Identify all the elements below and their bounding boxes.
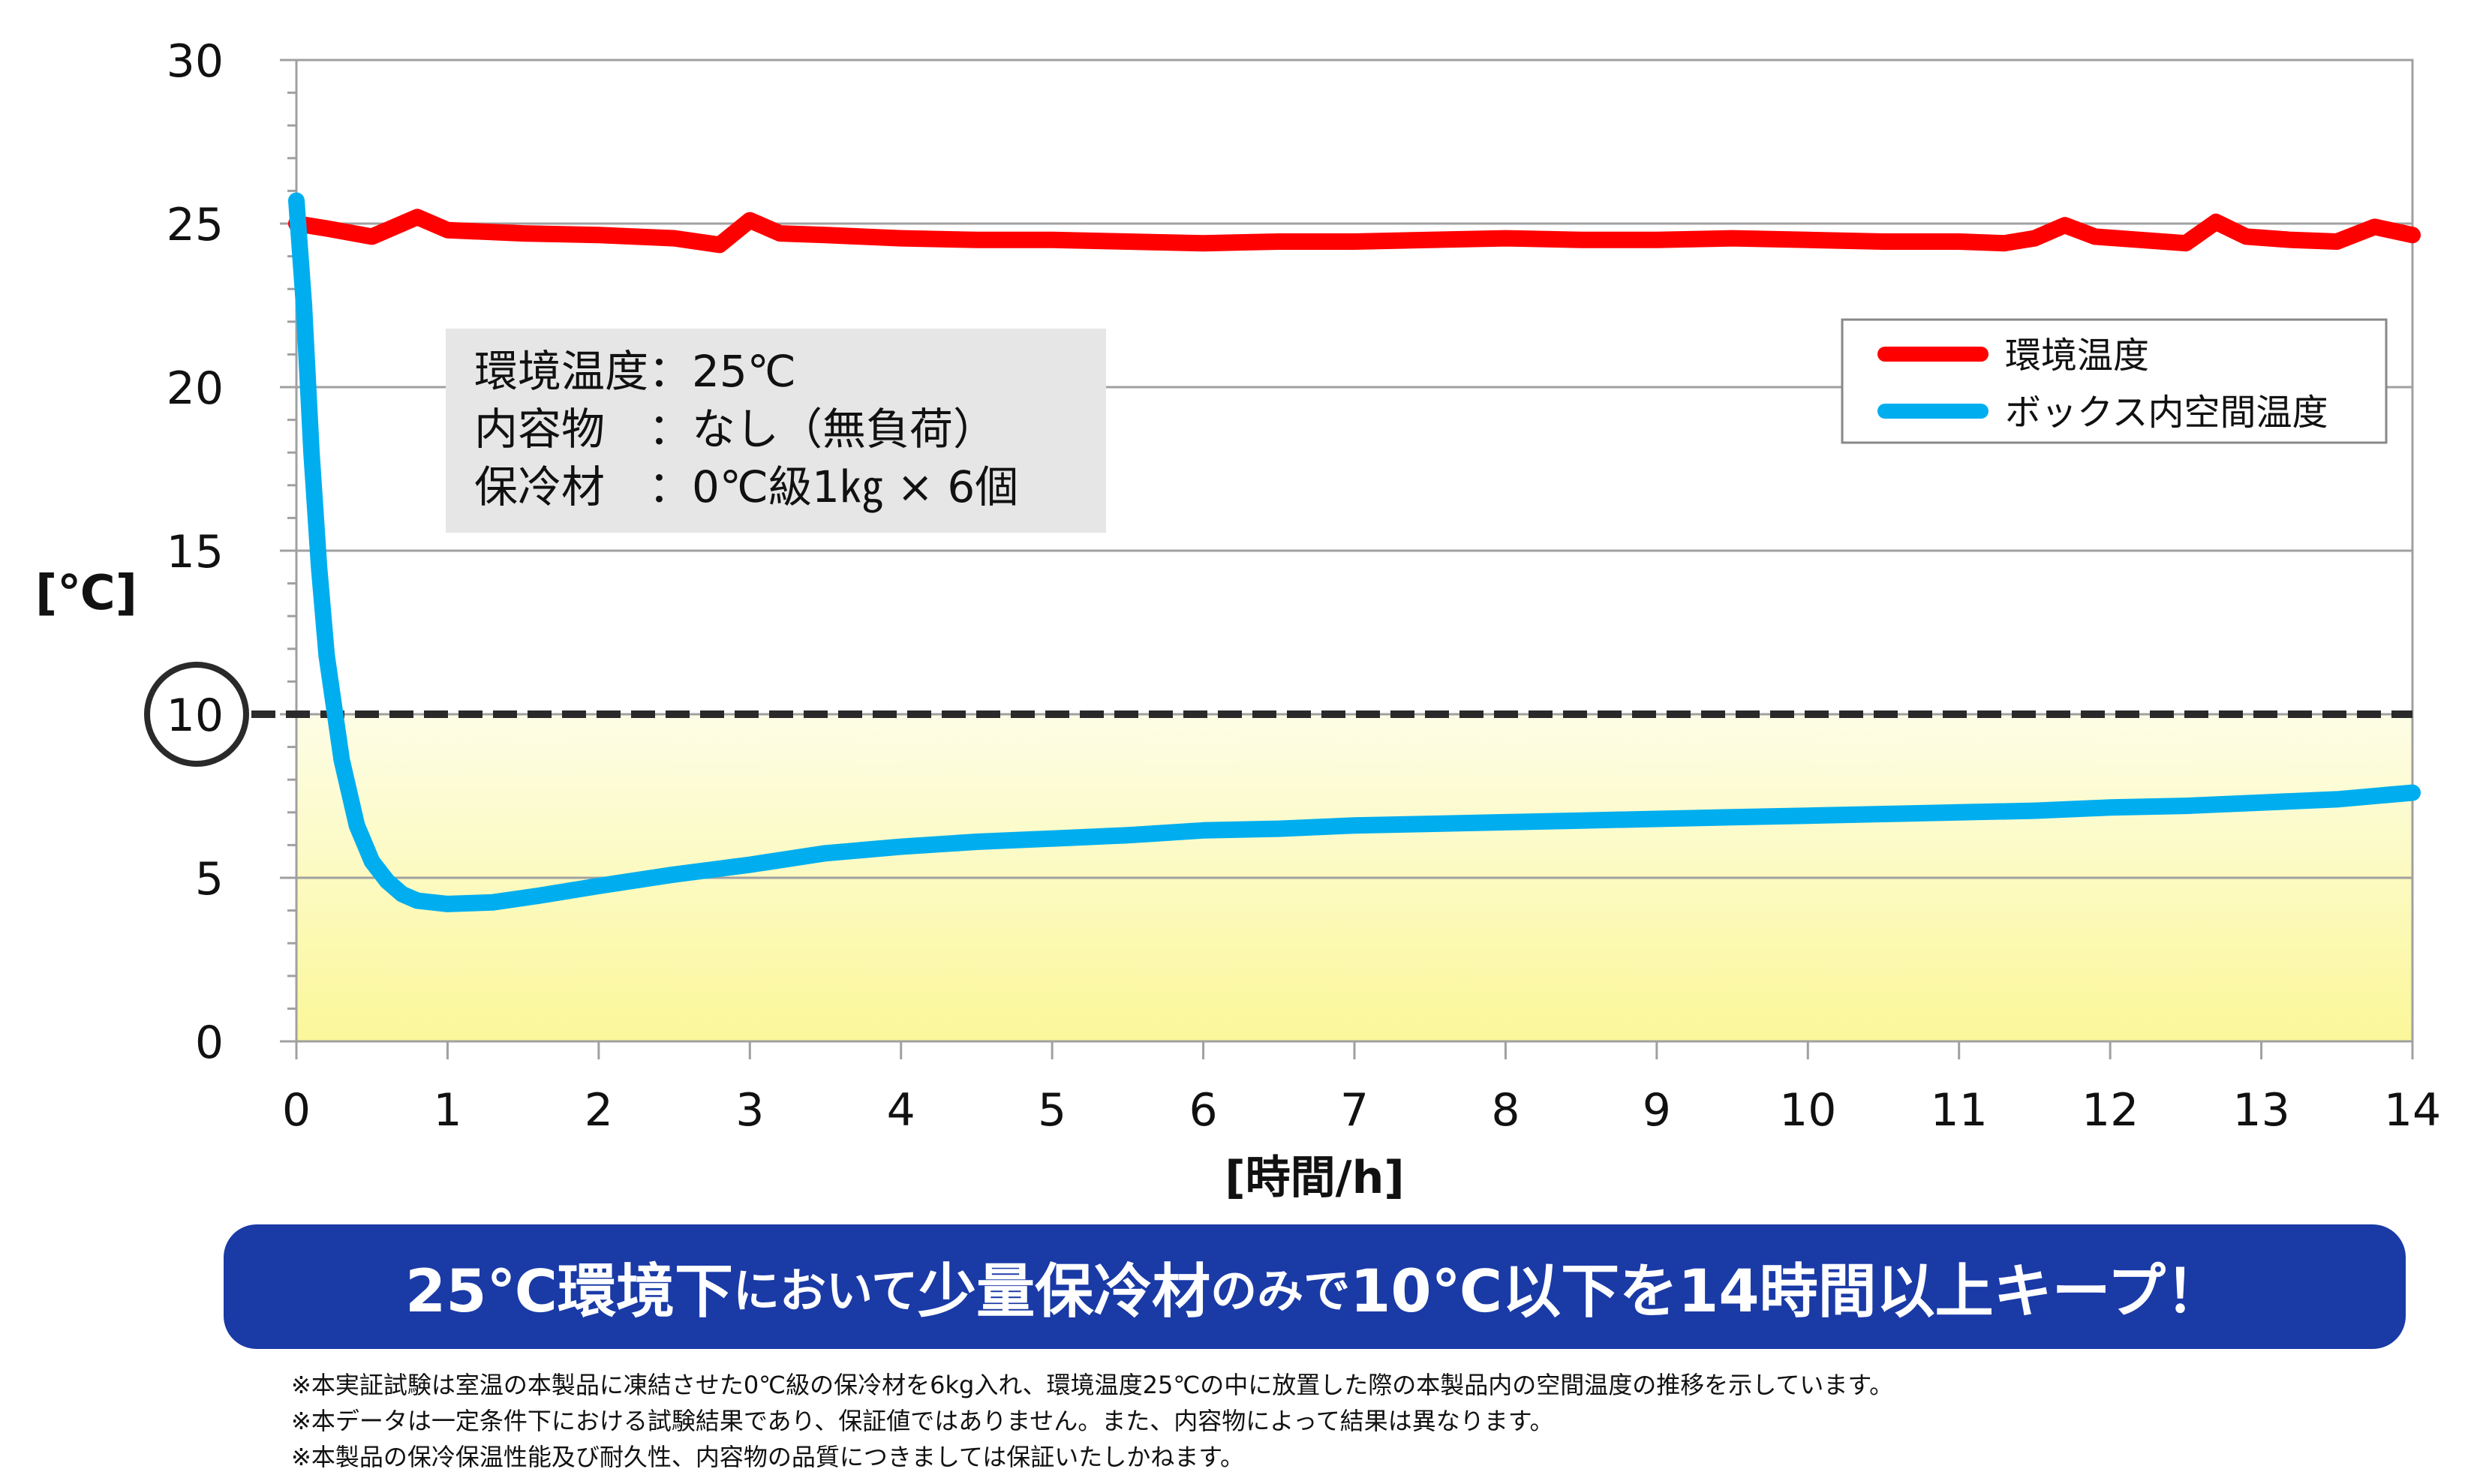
threshold-10c-circle-marker [144, 662, 249, 767]
headline-banner: 25℃環境下 において 少量保冷材 のみで 10℃以下を14時間以上キープ！ [224, 1224, 2406, 1349]
y-tick-label: 10 [167, 689, 224, 742]
x-tick-label: 2 [585, 1084, 613, 1137]
x-axis-label: [時間/h] [1225, 1152, 1404, 1204]
banner-text-3: 少量保冷材 [918, 1258, 1211, 1326]
y-axis-label: [℃] [35, 566, 137, 621]
legend-label-box-interior: ボックス内空間温度 [2005, 392, 2328, 434]
footnote: ※本データは一定条件下における試験結果であり、保証値ではありません。また、内容物… [291, 1407, 1554, 1435]
y-tick-label: 5 [195, 853, 224, 906]
x-tick-label: 7 [1340, 1084, 1369, 1137]
x-tick-label: 12 [2082, 1084, 2139, 1137]
test-conditions-box: 環境温度：25℃ 内容物 ：なし（無負荷） 保冷材 ：0℃級1㎏ × 6個 [446, 329, 1106, 533]
series-line-box-interior-temperature [288, 192, 2421, 912]
x-tick-label: 10 [1779, 1084, 1836, 1137]
x-tick-label: 13 [2232, 1084, 2289, 1137]
footnote: ※本実証試験は室温の本製品に凍結させた0℃級の保冷材を6kg入れ、環境温度25℃… [291, 1371, 1894, 1399]
x-tick-label: 11 [1931, 1084, 1988, 1137]
y-tick-label: 20 [167, 362, 224, 415]
x-tick-label: 4 [887, 1084, 915, 1137]
x-tick-label: 3 [735, 1084, 764, 1137]
x-tick-label: 5 [1038, 1084, 1066, 1137]
y-tick-label: 25 [167, 199, 224, 251]
legend: 環境温度 ボックス内空間温度 [1841, 318, 2388, 444]
x-axis-tick-labels: 0 1 2 3 4 5 6 7 8 9 10 11 12 13 14 [282, 1041, 2441, 1137]
banner-text-4: のみで [1210, 1263, 1351, 1318]
y-tick-label: 0 [195, 1017, 224, 1069]
x-tick-label: 8 [1491, 1084, 1520, 1137]
footnotes: ※本実証試験は室温の本製品に凍結させた0℃級の保冷材を6kg入れ、環境温度25℃… [291, 1367, 1893, 1475]
banner-text-5: 10℃以下を14時間以上キープ！ [1350, 1258, 2225, 1326]
x-tick-label: 9 [1643, 1084, 1671, 1137]
x-tick-label: 14 [2384, 1084, 2441, 1137]
x-tick-label: 6 [1189, 1084, 1217, 1137]
banner-text-1: 25℃環境下 [404, 1258, 733, 1326]
banner-text-2: において [732, 1263, 918, 1318]
y-tick-label: 15 [167, 526, 224, 578]
legend-label-ambient: 環境温度 [2005, 335, 2149, 377]
conditions-ice-packs: 保冷材 ：0℃級1㎏ × 6個 [474, 461, 1018, 513]
x-tick-label: 1 [433, 1084, 461, 1137]
x-tick-label: 0 [282, 1084, 311, 1137]
y-axis-tick-labels: 0 5 10 15 20 25 30 [167, 35, 224, 1069]
conditions-contents: 内容物 ：なし（無負荷） [474, 404, 997, 455]
y-tick-label: 30 [167, 35, 224, 88]
series-line-ambient-temperature [288, 209, 2421, 254]
footnote: ※本製品の保冷保温性能及び耐久性、内容物の品質につきましては保証いたしかねます。 [291, 1443, 1245, 1471]
conditions-ambient-temperature: 環境温度：25℃ [474, 346, 796, 397]
